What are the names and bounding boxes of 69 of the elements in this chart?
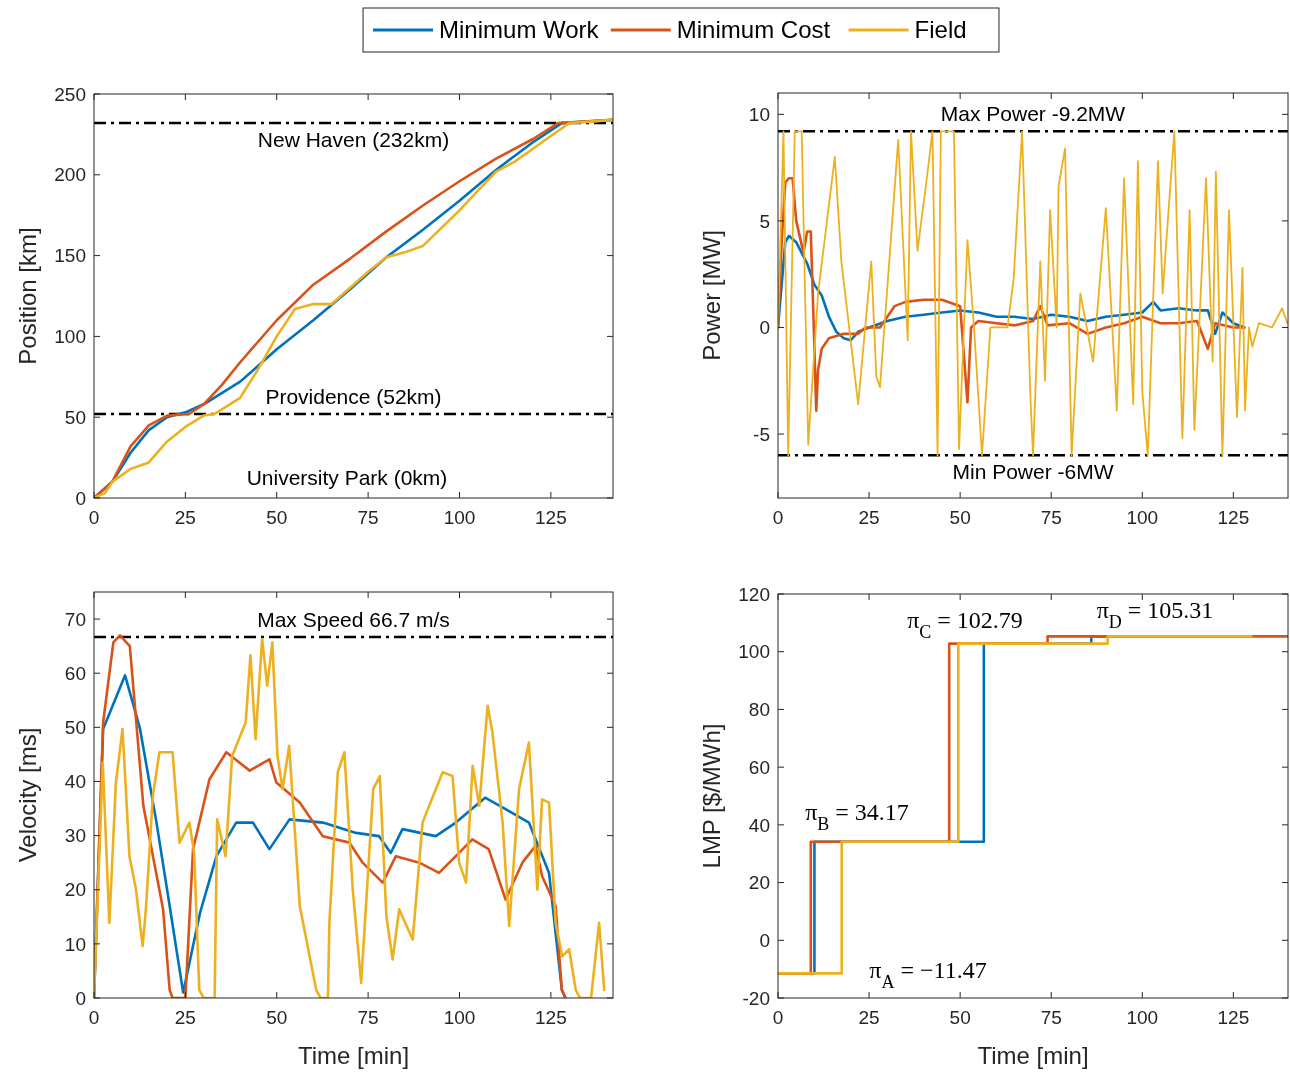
x-tick-label: 100 (1126, 1007, 1159, 1028)
y-axis-title: Velocity [ms] (14, 727, 41, 863)
ref-line-label: New Haven (232km) (257, 128, 450, 152)
y-tick-label: 100 (738, 641, 770, 663)
x-tick-label: 75 (1040, 1007, 1062, 1028)
y-tick-label: 0 (75, 487, 86, 509)
y-tick-label: 50 (64, 716, 86, 738)
y-tick-label: -5 (753, 423, 770, 445)
x-tick-label: 0 (772, 507, 784, 528)
x-tick-label: 100 (443, 507, 476, 528)
x-tick-label: 125 (535, 1007, 567, 1028)
y-tick-label: 250 (54, 83, 86, 105)
annotation: π$_{B}$ = 34.17 (805, 799, 909, 835)
x-tick-label: 125 (535, 507, 567, 528)
x-tick-label: 50 (949, 507, 971, 528)
x-tick-label: 125 (1217, 507, 1250, 528)
y-tick-label: 50 (64, 406, 86, 428)
y-tick-label: 60 (748, 756, 770, 778)
y-tick-label: 5 (759, 210, 770, 232)
y-axis-title: Position [km] (14, 227, 41, 365)
y-tick-label: 120 (738, 583, 770, 605)
x-tick-label: 25 (858, 1007, 880, 1028)
x-tick-label: 0 (88, 1007, 100, 1028)
x-tick-label: 25 (174, 1007, 196, 1028)
y-tick-label: 80 (748, 699, 770, 721)
annotation: π$_{D}$ = 105.31 (1096, 597, 1214, 633)
y-tick-label: 60 (64, 662, 86, 684)
y-tick-label: 20 (748, 872, 770, 894)
y-tick-label: 20 (64, 879, 86, 901)
annotation: π$_{A}$ = −11.47 (869, 957, 987, 993)
legend-label: Minimum Cost (676, 16, 831, 44)
x-tick-label: 50 (266, 507, 288, 528)
y-axis-title: Power [MW] (698, 230, 725, 361)
legend-label: Field (914, 16, 967, 44)
y-tick-label: 10 (64, 933, 86, 955)
x-tick-label: 50 (949, 1007, 971, 1028)
y-axis-title: LMP [$/MWh] (698, 723, 725, 869)
x-tick-label: 75 (357, 1007, 379, 1028)
y-tick-label: 30 (64, 825, 86, 847)
y-tick-label: 0 (75, 987, 86, 1009)
x-tick-label: 75 (357, 507, 379, 528)
y-tick-label: 70 (64, 608, 86, 630)
x-tick-label: 125 (1217, 1007, 1250, 1028)
y-tick-label: 100 (54, 326, 86, 348)
x-tick-label: 0 (88, 507, 100, 528)
y-tick-label: 0 (759, 317, 770, 339)
y-tick-label: 40 (748, 814, 770, 836)
y-tick-label: 150 (54, 245, 86, 267)
y-tick-label: 200 (54, 164, 86, 186)
x-tick-label: 100 (443, 1007, 476, 1028)
legend-label: Minimum Work (439, 16, 600, 44)
ref-line-label: Max Speed 66.7 m/s (257, 607, 450, 631)
x-tick-label: 25 (174, 507, 196, 528)
y-tick-label: 10 (748, 103, 770, 125)
x-tick-label: 100 (1126, 507, 1159, 528)
annotation: π$_{C}$ = 102.79 (907, 607, 1023, 643)
ref-line-label: Max Power -9.2MW (940, 102, 1126, 126)
y-tick-label: -20 (742, 987, 770, 1009)
x-tick-label: 25 (858, 507, 880, 528)
annotation: University Park (0km) (246, 466, 448, 490)
y-tick-label: 40 (64, 771, 86, 793)
ref-line-label: Min Power -6MW (952, 460, 1114, 484)
ref-line-label: Providence (52km) (265, 384, 442, 408)
x-tick-label: 75 (1040, 507, 1062, 528)
x-axis-title: Time [min] (297, 1042, 410, 1069)
y-tick-label: 0 (759, 929, 770, 951)
x-tick-label: 0 (772, 1007, 784, 1028)
x-axis-title: Time [min] (977, 1042, 1089, 1069)
x-tick-label: 50 (266, 1007, 288, 1028)
